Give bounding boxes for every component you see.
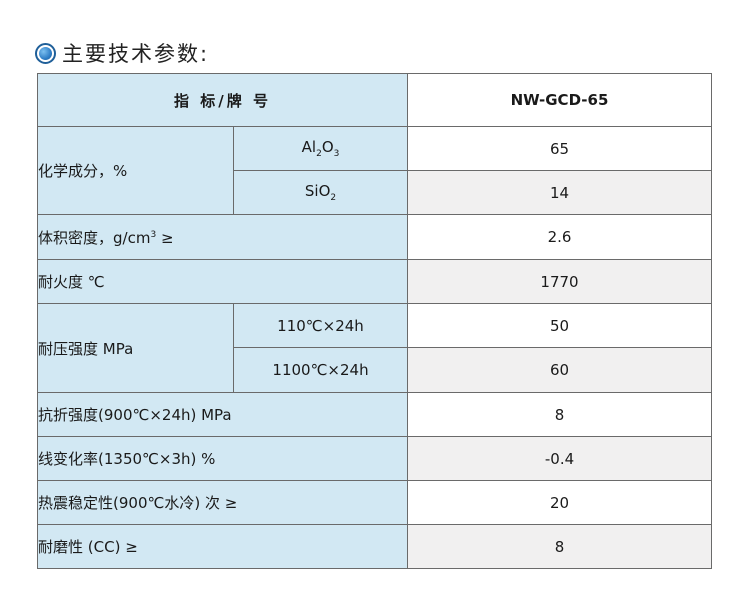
table-row: 线变化率(1350℃×3h) % -0.4	[37, 436, 712, 481]
thermal-shock-label: 热震稳定性(900℃水冷) 次 ≥	[37, 480, 408, 525]
table-row: 体积密度，g/cm3 ≥ 2.6	[37, 214, 712, 260]
mor-value: 8	[407, 392, 712, 437]
section-title: 主要技术参数:	[62, 42, 210, 66]
refractoriness-label: 耐火度 ℃	[37, 259, 408, 304]
table-row: 1100℃×24h 60	[38, 347, 712, 393]
ccs-110-value: 50	[407, 303, 712, 348]
table-row: 耐磨性 (CC) ≥ 8	[37, 524, 712, 569]
table-row: 抗折强度(900℃×24h) MPa 8	[37, 392, 712, 437]
table-row: 热震稳定性(900℃水冷) 次 ≥ 20	[37, 480, 712, 525]
al2o3-label: Al2O3	[233, 126, 408, 171]
bulk-density-value: 2.6	[407, 214, 712, 260]
sio2-value: 14	[407, 170, 712, 215]
bulk-density-label: 体积密度，g/cm3 ≥	[37, 214, 408, 260]
header-product-code: NW-GCD-65	[407, 73, 712, 127]
plc-label: 线变化率(1350℃×3h) %	[37, 436, 408, 481]
ccs-label: 耐压强度 MPa	[37, 303, 234, 393]
ccs-1100-value: 60	[407, 347, 712, 393]
spec-table: 指 标/牌 号 NW-GCD-65 化学成分，% Al2O3 65 SiO2 1…	[37, 73, 712, 569]
ccs-1100-condition: 1100℃×24h	[233, 347, 408, 393]
abrasion-value: 8	[407, 524, 712, 569]
chem-composition-label: 化学成分，%	[37, 126, 234, 215]
al2o3-value: 65	[407, 126, 712, 171]
bullet-circle-icon	[35, 42, 56, 64]
thermal-shock-value: 20	[407, 480, 712, 525]
section-heading: 主要技术参数:	[35, 38, 209, 68]
table-row: SiO2 14	[38, 170, 712, 215]
header-indicator-grade: 指 标/牌 号	[37, 73, 408, 127]
table-row: 耐压强度 MPa 110℃×24h 50	[37, 303, 712, 393]
refractoriness-value: 1770	[407, 259, 712, 304]
sio2-label: SiO2	[233, 170, 408, 215]
table-header-row: 指 标/牌 号 NW-GCD-65	[37, 73, 712, 127]
table-row: 化学成分，% Al2O3 65	[37, 126, 712, 215]
plc-value: -0.4	[407, 436, 712, 481]
ccs-110-condition: 110℃×24h	[233, 303, 408, 348]
mor-label: 抗折强度(900℃×24h) MPa	[37, 392, 408, 437]
abrasion-label: 耐磨性 (CC) ≥	[37, 524, 408, 569]
table-row: 耐火度 ℃ 1770	[37, 259, 712, 304]
